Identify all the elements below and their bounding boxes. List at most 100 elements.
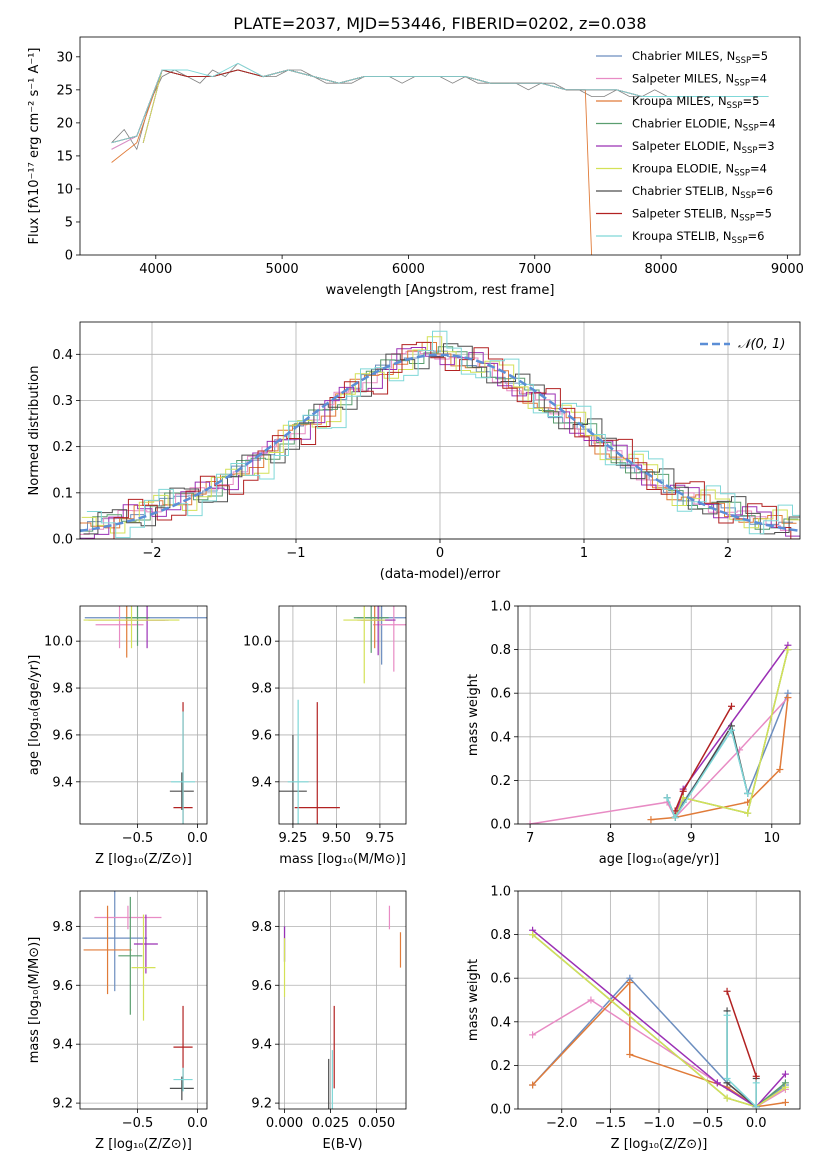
weight-line: [674, 649, 789, 818]
x-axis-label: Z [log₁₀(Z/Z⊙)]: [95, 1137, 192, 1152]
histogram-step: [83, 343, 800, 535]
panel-age-vs-Z: −0.5 0.0 9.4 9.6 9.8 10.0 Z [log₁₀(Z/Z⊙)] age […: [27, 605, 208, 867]
y-tick-label: 30: [56, 50, 73, 65]
x-tick-label: 4000: [139, 262, 172, 277]
plot-area: [80, 330, 800, 539]
y-tick-label: 9.6: [52, 728, 73, 743]
y-tick-label: 0.0: [490, 1103, 511, 1118]
x-axis-label: age [log₁₀(age/yr)]: [599, 852, 720, 867]
y-axis-label: mass weight: [466, 674, 481, 756]
x-tick-label: 8: [607, 831, 615, 846]
weight-line: [650, 697, 789, 821]
x-tick-label: 10: [764, 831, 781, 846]
x-tick-label: 1: [580, 546, 588, 561]
x-tick-label: −1: [286, 546, 305, 561]
x-tick-label: 9.75: [365, 831, 394, 846]
legend-entry: Kroupa STELIB, NSSP=6: [632, 229, 764, 246]
x-axis-label: wavelength [Angstrom, rest frame]: [326, 283, 555, 298]
model-spectrum-line: [111, 69, 586, 150]
x-tick-label: 2: [724, 546, 732, 561]
plot-frame: [79, 605, 208, 825]
y-tick-label: 9.6: [251, 728, 272, 743]
panel-mass-vs-Z: −0.5 0.0 9.2 9.4 9.6 9.8 Z [log₁₀(Z/Z⊙)] mass […: [27, 890, 208, 1152]
model-spectrum-line: [111, 69, 593, 255]
panel-age-vs-mass: 9.25 9.50 9.75 9.4 9.6 9.8 10.0 mass [log₁₀(M/M…: [243, 605, 407, 867]
plot-frame: [79, 890, 208, 1110]
x-tick-label: 9.25: [278, 831, 307, 846]
y-tick-label: 9.4: [251, 775, 272, 790]
plot-frame: [517, 605, 801, 825]
panel-weight-vs-age: 7 8 9 10 0.0 0.2 0.4 0.6 0.8 1.0 age [log₁₀(age/yr…: [466, 600, 801, 867]
y-axis-label: Flux [fλ10⁻¹⁷ erg cm⁻² s⁻¹ A⁻¹]: [27, 48, 42, 245]
weight-line: [532, 934, 786, 1108]
panel-weight-vs-Z: −2.0 −1.5 −1.0 −0.5 0.0 0.0 0.2 0.4 0.6 0.8 1.0 Z […: [466, 885, 801, 1152]
y-tick-label: 9.4: [52, 1038, 73, 1053]
x-tick-label: 0.0: [187, 831, 208, 846]
y-tick-label: 9.8: [52, 682, 73, 697]
y-tick-label: 1.0: [490, 885, 511, 900]
plot-frame: [278, 890, 407, 1110]
model-spectrum-line: [142, 69, 510, 143]
y-tick-label: 0.0: [52, 533, 73, 548]
legend-entry: Chabrier STELIB, NSSP=6: [632, 184, 773, 201]
x-tick-label: 0.050: [358, 1116, 395, 1131]
weight-line: [532, 980, 786, 1108]
x-axis-label: mass [log₁₀(M/M⊙)]: [279, 852, 406, 867]
legend-entry: Kroupa ELODIE, NSSP=4: [632, 162, 767, 179]
y-tick-label: 0.4: [490, 1015, 511, 1030]
x-tick-label: 7000: [518, 262, 551, 277]
model-spectrum-line: [142, 69, 510, 143]
x-tick-label: 6000: [392, 262, 425, 277]
chart-title: PLATE=2037, MJD=53446, FIBERID=0202, z=0…: [233, 14, 646, 33]
plot-frame: [79, 321, 801, 540]
y-axis-label: mass [log₁₀(M/M⊙)]: [27, 937, 42, 1064]
y-tick-label: 9.6: [52, 979, 73, 994]
x-axis-label: (data-model)/error: [380, 567, 501, 582]
x-axis-label: Z [log₁₀(Z/Z⊙)]: [95, 852, 192, 867]
model-spectrum-line: [111, 62, 769, 144]
x-tick-label: −2.0: [546, 1116, 578, 1131]
y-tick-label: 0.1: [52, 486, 73, 501]
x-tick-label: −1.5: [595, 1116, 627, 1131]
y-tick-label: 9.4: [251, 1038, 272, 1053]
y-tick-label: 5: [65, 215, 73, 230]
y-tick-label: 0.4: [52, 348, 73, 363]
legend-entry: Salpeter ELODIE, NSSP=3: [632, 139, 775, 156]
x-tick-label: 0: [436, 546, 444, 561]
histogram-step: [80, 347, 800, 539]
y-tick-label: 10.0: [44, 635, 73, 650]
y-tick-label: 9.2: [251, 1097, 272, 1112]
plot-area: [83, 606, 207, 824]
y-tick-label: 9.8: [251, 920, 272, 935]
legend-entry: 𝒩(0, 1): [738, 337, 785, 352]
legend-entry: Salpeter MILES, NSSP=4: [632, 72, 767, 89]
legend-entry: Kroupa MILES, NSSP=5: [632, 94, 759, 111]
plot-area: [279, 606, 406, 824]
plot-frame: [79, 36, 801, 256]
y-tick-label: 15: [56, 149, 73, 164]
y-tick-label: 0.0: [490, 818, 511, 833]
legend-entry: Chabrier MILES, NSSP=5: [632, 49, 768, 66]
histogram-step: [86, 330, 800, 539]
x-tick-label: 9000: [771, 262, 804, 277]
weight-line: [532, 929, 786, 1108]
normal-reference-curve: [80, 353, 800, 533]
x-tick-label: 8000: [645, 262, 678, 277]
y-tick-label: 10: [56, 182, 73, 197]
x-tick-label: 0.0: [187, 1116, 208, 1131]
plot-area: [283, 905, 402, 1109]
x-tick-label: 5000: [266, 262, 299, 277]
plot-area: [82, 891, 194, 1101]
y-tick-label: 0.6: [490, 972, 511, 987]
x-tick-label: −1.0: [643, 1116, 675, 1131]
y-axis-label: age [log₁₀(age/yr)]: [27, 655, 42, 776]
y-tick-label: 0.4: [490, 730, 511, 745]
x-tick-label: −0.5: [122, 831, 154, 846]
y-tick-label: 0.6: [490, 687, 511, 702]
y-tick-label: 20: [56, 116, 73, 131]
model-spectrum-line: [111, 69, 586, 150]
y-tick-label: 0.3: [52, 394, 73, 409]
weight-line: [666, 728, 749, 820]
y-tick-label: 0.8: [490, 928, 511, 943]
x-tick-label: −2: [142, 546, 161, 561]
